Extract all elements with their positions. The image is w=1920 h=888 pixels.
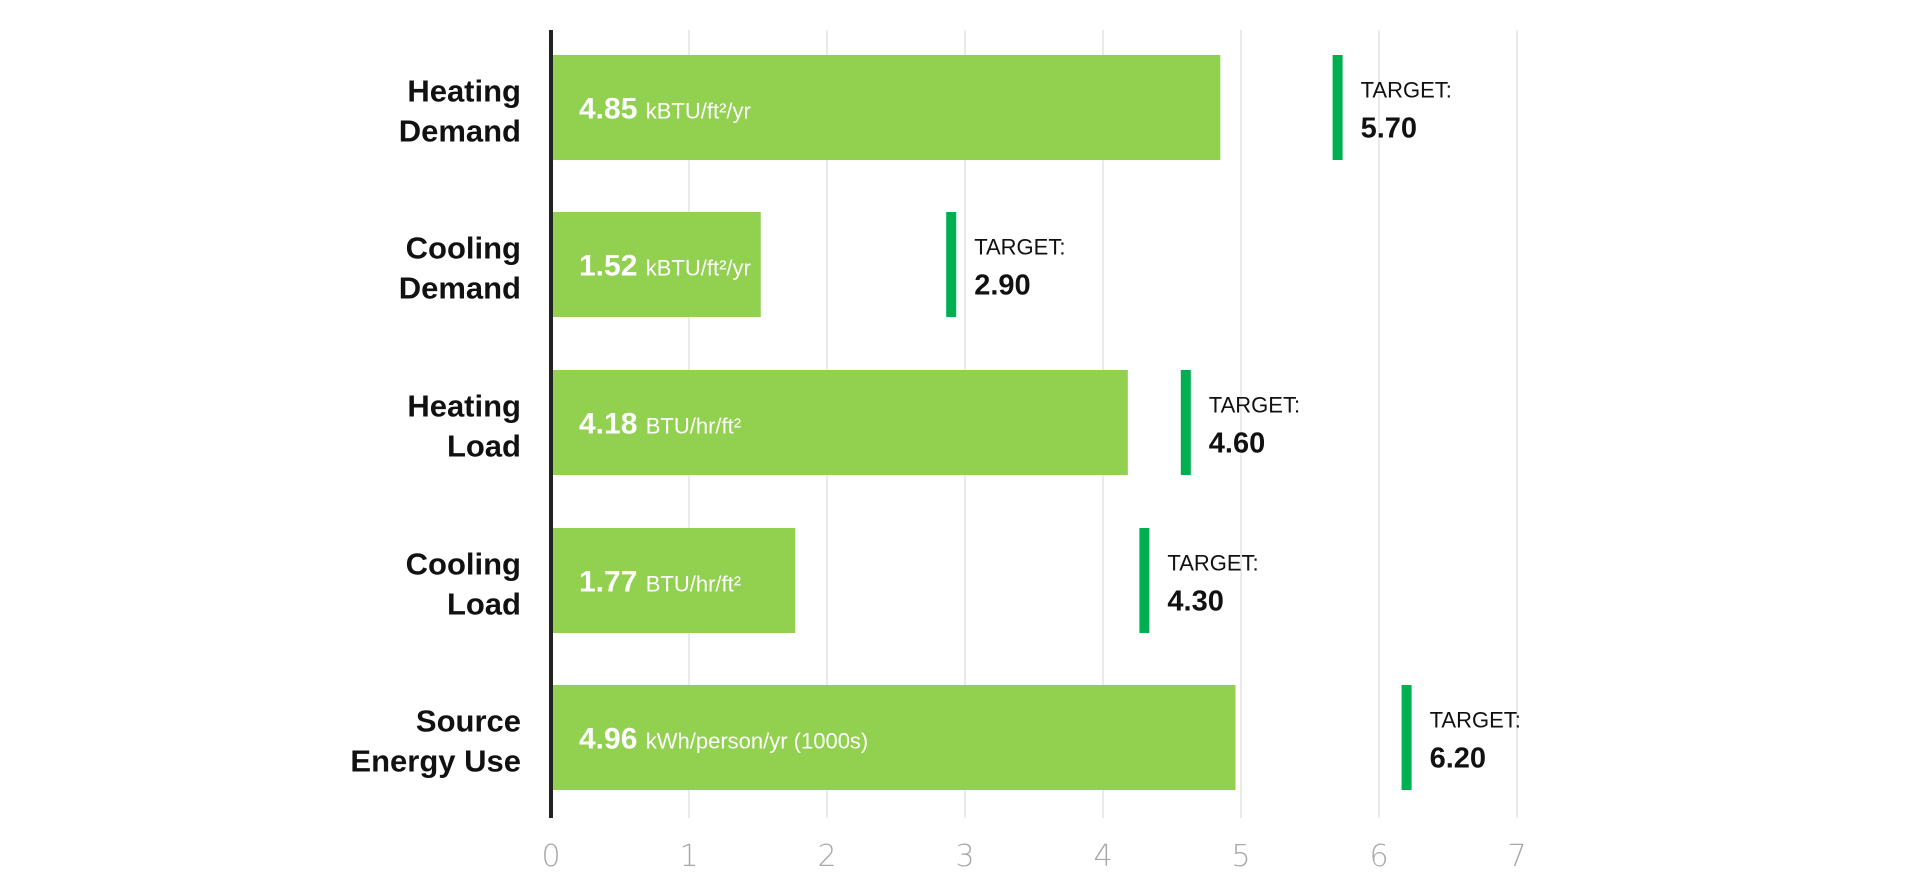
target-caption: TARGET:	[1430, 708, 1521, 733]
x-tick-label: 6	[1369, 839, 1388, 874]
data-label-unit: kWh/person/yr (1000s)	[646, 729, 869, 754]
bar	[551, 55, 1221, 160]
data-label: 4.96 kWh/person/yr (1000s)	[579, 723, 868, 756]
category-label: Demand	[399, 271, 521, 306]
data-label-unit: kBTU/ft²/yr	[646, 99, 751, 124]
data-label-unit: BTU/hr/ft²	[646, 414, 741, 439]
category-label: Energy Use	[350, 744, 521, 779]
bar	[551, 370, 1128, 475]
target-marker	[1332, 55, 1343, 160]
data-label-value: 4.96	[579, 723, 646, 756]
category-label: Cooling	[406, 231, 521, 266]
x-tick-label: 4	[1093, 839, 1112, 874]
bar	[551, 528, 796, 633]
data-label-value: 1.52	[579, 250, 646, 283]
x-tick-label: 5	[1231, 839, 1250, 874]
target-marker	[1401, 685, 1412, 790]
category-label: Heating	[407, 389, 521, 424]
x-tick-label: 0	[541, 839, 560, 874]
category-label: Demand	[399, 114, 521, 149]
target-value: 4.30	[1167, 586, 1223, 618]
x-tick-label: 7	[1507, 839, 1526, 874]
bar	[551, 685, 1236, 790]
category-label: Cooling	[406, 547, 521, 582]
bar	[551, 212, 761, 317]
category-label: Load	[447, 429, 521, 464]
target-marker	[946, 212, 957, 317]
target-caption: TARGET:	[1209, 393, 1300, 418]
target-value: 5.70	[1361, 113, 1417, 145]
data-label-value: 4.85	[579, 93, 646, 126]
data-label: 1.77 BTU/hr/ft²	[579, 566, 741, 599]
data-label-unit: kBTU/ft²/yr	[646, 256, 751, 281]
data-label-value: 4.18	[579, 408, 646, 441]
category-label: Source	[416, 704, 521, 739]
x-tick-label: 2	[817, 839, 836, 874]
x-tick-label: 1	[679, 839, 698, 874]
target-caption: TARGET:	[974, 235, 1065, 260]
data-label-value: 1.77	[579, 566, 646, 599]
category-label: Load	[447, 587, 521, 622]
data-label: 1.52 kBTU/ft²/yr	[579, 250, 751, 283]
data-label: 4.85 kBTU/ft²/yr	[579, 93, 751, 126]
target-value: 6.20	[1430, 743, 1486, 775]
target-caption: TARGET:	[1167, 551, 1258, 576]
x-tick-label: 3	[955, 839, 974, 874]
category-label: Heating	[407, 74, 521, 109]
target-marker	[1180, 370, 1191, 475]
target-value: 2.90	[974, 270, 1030, 302]
target-caption: TARGET:	[1361, 78, 1452, 103]
data-label-unit: BTU/hr/ft²	[646, 572, 741, 597]
target-marker	[1139, 528, 1150, 633]
target-value: 4.60	[1209, 428, 1265, 460]
data-label: 4.18 BTU/hr/ft²	[579, 408, 741, 441]
